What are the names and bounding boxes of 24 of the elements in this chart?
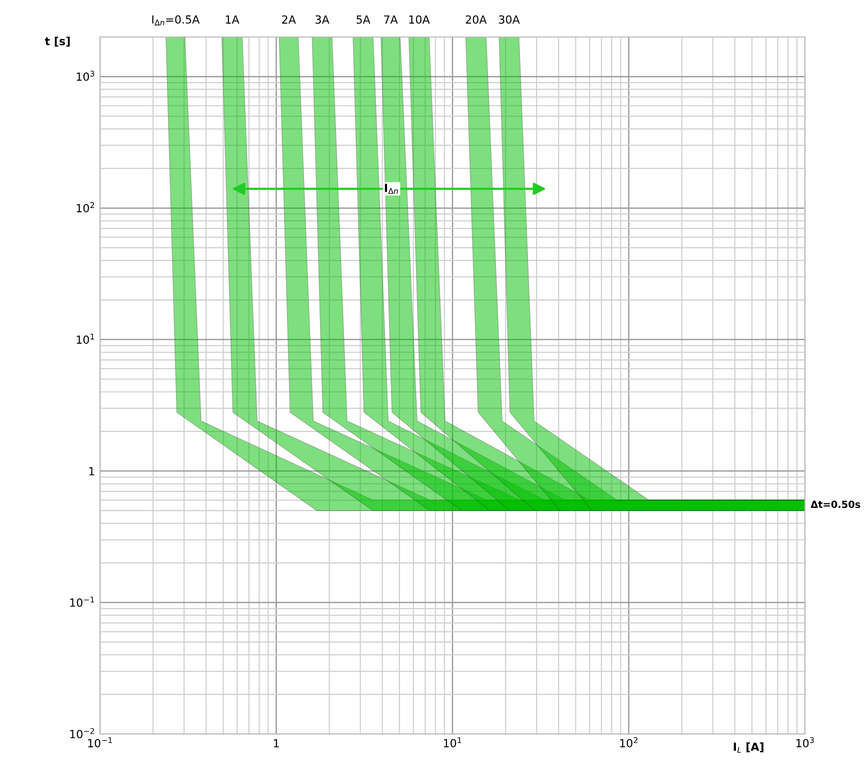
- x-tick-label: 10$^{−1}$: [88, 737, 112, 748]
- x-tick-label: 10$^{2}$: [620, 737, 638, 748]
- series-label: 20A: [466, 15, 487, 24]
- x-axis-title: I$_{L}$ [A]: [734, 742, 764, 753]
- series-label: 3A: [316, 15, 330, 24]
- annotation: I$_{Δn}$: [384, 184, 398, 194]
- y-tick-label: 10$^{−1}$: [70, 596, 94, 607]
- series-label: 1A: [226, 15, 240, 24]
- series-label: 7A: [384, 15, 398, 24]
- y-axis-title: t [s]: [44, 36, 70, 47]
- series-label: 10A: [409, 15, 430, 24]
- series-label: I$_{Δn}$=0.5A: [152, 15, 200, 26]
- series-label: 5A: [356, 15, 370, 24]
- y-tick-label: 10$^{2}$: [76, 202, 94, 212]
- y-tick-label: 10$^{3}$: [76, 70, 94, 81]
- y-tick-label: 10$^{−2}$: [70, 728, 94, 738]
- y-tick-label: 1: [89, 467, 94, 476]
- series-label: 2A: [282, 15, 296, 24]
- annotation: Δt=0.50s: [810, 500, 860, 508]
- series-label: 30A: [499, 15, 520, 24]
- y-tick-label: 10$^{1}$: [76, 334, 94, 344]
- x-tick-label: 1: [274, 739, 279, 748]
- x-tick-label: 10$^{3}$: [796, 737, 814, 748]
- x-tick-label: 10$^{1}$: [444, 737, 462, 748]
